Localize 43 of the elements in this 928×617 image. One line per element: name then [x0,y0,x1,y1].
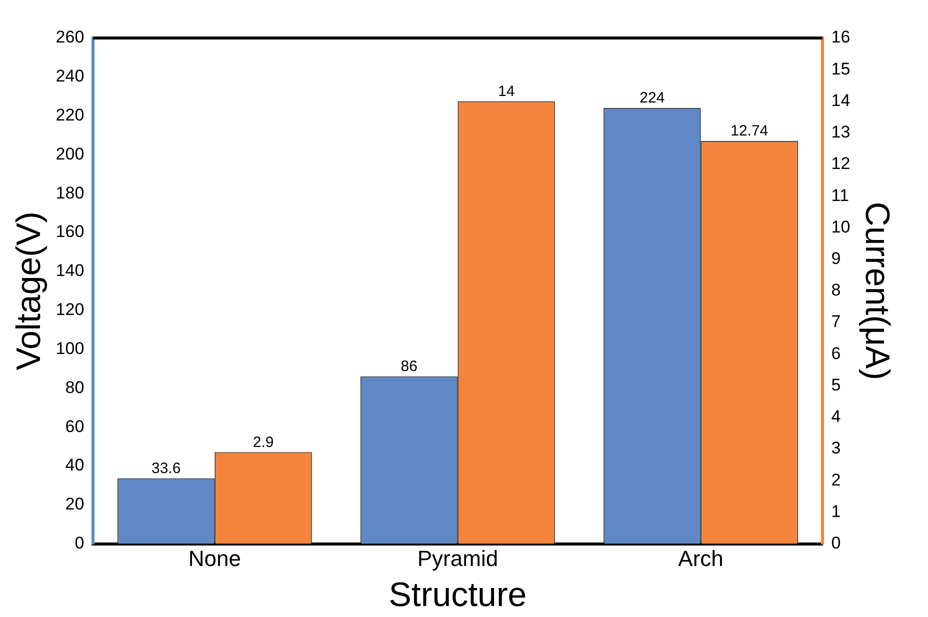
y-tick-label: 80 [65,378,84,397]
data-label: 224 [640,90,665,107]
y2-tick-label: 13 [831,122,850,142]
y2-tick-label: 8 [831,280,841,300]
y-tick-label: 20 [65,494,84,514]
x-tick-label: Arch [678,546,724,572]
y2-tick-label: 10 [831,217,850,236]
y-tick-label: 120 [56,300,84,320]
x-tick-label: None [188,546,241,572]
y2-tick-label: 2 [831,470,841,490]
y-tick-label: 140 [56,261,84,280]
y2-tick-label: 1 [831,502,841,521]
y-tick-label: 40 [65,456,84,475]
data-label: 33.6 [151,460,181,478]
y2-tick-label: 4 [831,407,841,426]
y2-tick-label: 6 [831,344,841,363]
y-tick-label: 160 [56,222,84,242]
y-axis-title: Voltage(V) [10,212,48,370]
y2-tick-label: 9 [831,248,841,268]
y2-tick-label: 14 [831,90,850,110]
y-tick-label: 180 [56,183,84,202]
y2-tick-label: 3 [831,438,841,458]
y2-tick-label: 16 [831,28,850,47]
y-tick-label: 0 [74,533,84,552]
y2-tick-label: 11 [831,186,849,205]
data-label: 14 [498,82,515,100]
y-tick-label: 100 [56,338,84,358]
x-axis-title: Structure [388,576,527,614]
y2-tick-label: 7 [831,312,841,332]
y2-tick-label: 5 [831,375,841,394]
y-tick-label: 220 [56,106,84,125]
data-label: 2.9 [252,434,274,451]
x-tick-label: Pyramid [417,546,498,572]
y-tick-label: 60 [65,416,84,436]
y-tick-label: 260 [56,28,84,47]
data-label: 12.74 [730,122,768,140]
y-tick-label: 240 [56,66,84,86]
data-label: 86 [400,358,418,376]
y2-axis-title: Current(μA) [858,202,896,380]
y-tick-label: 200 [56,144,84,164]
y2-tick-label: 15 [831,59,850,78]
y2-tick-label: 0 [831,533,841,552]
y2-tick-label: 12 [831,154,850,174]
